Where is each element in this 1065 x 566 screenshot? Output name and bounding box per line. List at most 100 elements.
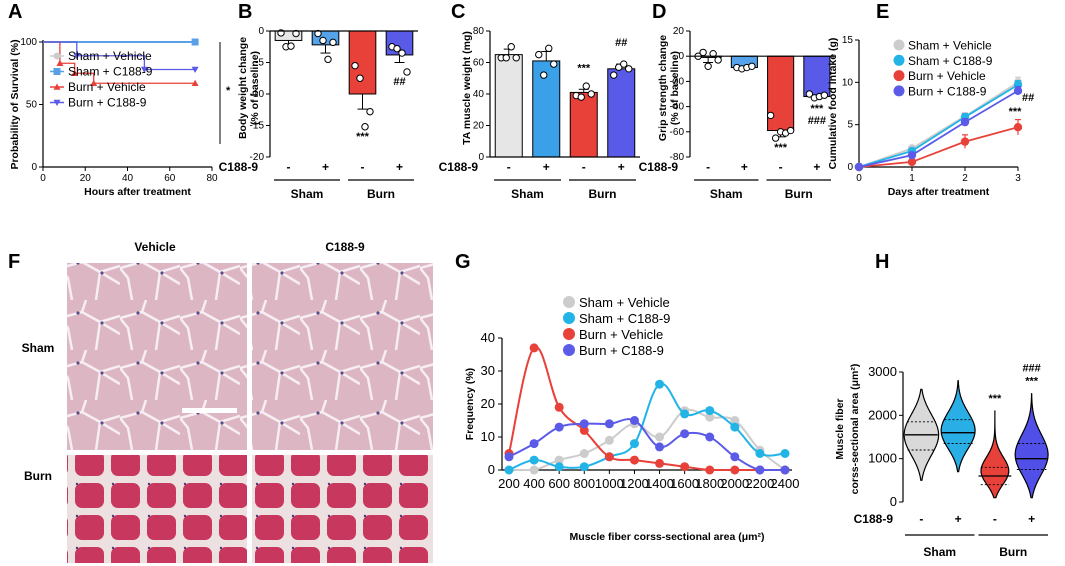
data-point bbox=[324, 55, 332, 64]
y-axis-label: Frequency (%) bbox=[464, 368, 476, 440]
legend-marker bbox=[563, 296, 575, 308]
x-tick-label: 1000 bbox=[595, 476, 624, 491]
violin bbox=[940, 380, 976, 473]
data-point bbox=[535, 50, 543, 59]
y-axis-label: Cumulative food intake (g) bbox=[827, 38, 839, 170]
legend-entry: Burn + Vehicle bbox=[908, 69, 986, 83]
y-tick-label: 0 bbox=[890, 494, 897, 509]
data-point bbox=[507, 43, 515, 51]
data-point bbox=[351, 61, 359, 70]
panel-g: G 0 10 20 30 40 200 400 600 800 100012001400160018… bbox=[455, 251, 799, 543]
significance-label-line: *** bbox=[988, 393, 1002, 405]
y-axis-label-line: (% of baseline) bbox=[249, 51, 261, 125]
x-tick-label: 2200 bbox=[745, 476, 774, 491]
series-point bbox=[755, 449, 765, 458]
x-tick-label: 1800 bbox=[695, 476, 724, 491]
series-point bbox=[579, 419, 589, 429]
x-tick-label: 1200 bbox=[620, 476, 649, 491]
series-point bbox=[780, 449, 790, 458]
series-line bbox=[858, 81, 1019, 168]
series-point bbox=[629, 455, 639, 465]
panel-label: D bbox=[652, 1, 666, 23]
x-tick-label: 1400 bbox=[645, 476, 674, 491]
y-tick-label: -40 bbox=[670, 102, 685, 113]
factor-level: - bbox=[706, 160, 710, 174]
series-point bbox=[1013, 123, 1023, 132]
legend-marker bbox=[53, 99, 61, 106]
data-point bbox=[314, 29, 322, 38]
series-point bbox=[554, 462, 564, 472]
km-marker bbox=[90, 79, 98, 87]
legend-entry: Burn + C188-9 bbox=[908, 84, 987, 98]
y-tick-label: 20 bbox=[481, 396, 495, 411]
y-tick-label: -10 bbox=[250, 89, 265, 100]
y-tick-label: 100 bbox=[20, 37, 37, 48]
data-point bbox=[540, 71, 548, 79]
panel-c: C 0 20 40 60 80 *** ## C188-9 - + - + Sham Burn TA musc… bbox=[439, 1, 640, 201]
y-tick-label: 0 bbox=[488, 462, 495, 477]
data-point bbox=[287, 42, 295, 50]
factor-label: C188-9 bbox=[639, 160, 679, 174]
legend-marker bbox=[53, 52, 61, 60]
panel-b: B0 -5 -10 -15 -20 *** ## C188-9 - + - + Sham Burn Body… bbox=[219, 1, 418, 201]
data-point bbox=[329, 38, 337, 47]
significance-label: *** bbox=[577, 62, 591, 74]
series-point bbox=[680, 429, 690, 439]
y-tick-label: 40 bbox=[481, 330, 495, 345]
bar bbox=[803, 55, 831, 98]
y-tick-label: 5 bbox=[847, 120, 853, 131]
significance-label: ###*** bbox=[1022, 363, 1040, 388]
series-point bbox=[730, 465, 740, 475]
series-line bbox=[858, 84, 1019, 168]
series-point bbox=[730, 422, 740, 432]
group-label: Sham bbox=[511, 187, 544, 201]
histology-burn-vehicle bbox=[67, 455, 247, 563]
data-point bbox=[292, 29, 300, 38]
factor-level: - bbox=[919, 512, 923, 526]
factor-label: C188-9 bbox=[439, 160, 479, 174]
legend-entry: Burn + C188-9 bbox=[68, 96, 147, 110]
x-axis-label: Muscle fiber corss-sectional area (μm²) bbox=[570, 531, 765, 543]
series-point bbox=[604, 435, 614, 445]
factor-level: + bbox=[955, 512, 962, 526]
legend-marker bbox=[563, 328, 575, 340]
x-tick-label: 200 bbox=[498, 476, 520, 491]
data-point bbox=[766, 111, 775, 120]
x-tick-label: 600 bbox=[548, 476, 570, 491]
km-marker bbox=[140, 66, 148, 73]
y-tick-label: 10 bbox=[481, 429, 495, 444]
series-point bbox=[604, 419, 614, 429]
series-line bbox=[858, 126, 1019, 168]
series-point bbox=[705, 406, 715, 416]
series-point bbox=[960, 117, 970, 127]
x-tick-label: 60 bbox=[164, 173, 176, 184]
series-point bbox=[579, 449, 589, 458]
series-point bbox=[529, 343, 539, 353]
violin bbox=[1014, 393, 1049, 499]
column-label: Vehicle bbox=[134, 240, 176, 254]
series-point bbox=[730, 416, 740, 425]
significance-label-line: *** bbox=[356, 131, 370, 143]
y-tick-label: 1000 bbox=[868, 451, 897, 466]
legend-entry: Sham + Vehicle bbox=[68, 49, 152, 63]
factor-level: + bbox=[1028, 512, 1035, 526]
factor-level: - bbox=[582, 160, 586, 174]
legend-marker bbox=[53, 68, 61, 75]
y-tick-label: -60 bbox=[670, 127, 685, 138]
bar bbox=[569, 91, 598, 158]
y-tick-label: 80 bbox=[473, 26, 485, 37]
significance-label-line: *** bbox=[810, 103, 824, 115]
factor-level: + bbox=[741, 160, 748, 174]
data-point bbox=[502, 54, 510, 62]
group-label: Burn bbox=[785, 187, 813, 201]
legend-entry: Sham + C188-9 bbox=[579, 311, 670, 326]
group-label: Sham bbox=[923, 545, 956, 559]
y-tick-label: 3000 bbox=[868, 364, 897, 379]
data-point bbox=[577, 93, 585, 101]
y-axis-label-line: Muscle fiber bbox=[834, 398, 846, 459]
significance-star: * bbox=[226, 85, 231, 97]
series-point bbox=[680, 409, 690, 419]
series-point bbox=[960, 137, 970, 146]
series-point bbox=[655, 379, 665, 389]
